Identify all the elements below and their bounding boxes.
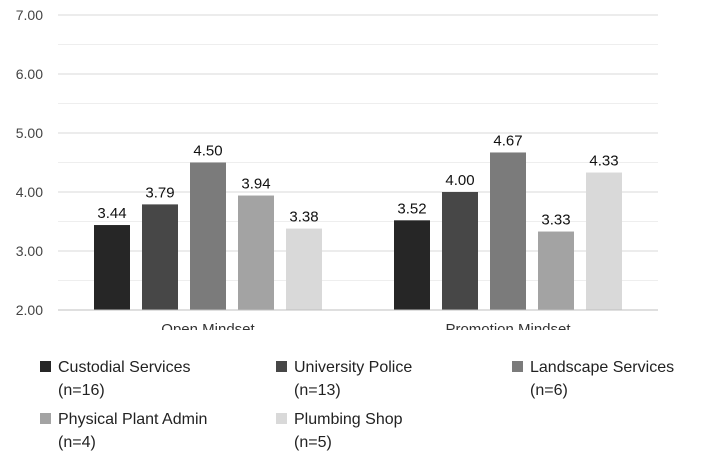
bar-landscape-services-promotion-mindset: [490, 152, 526, 310]
bar-university-police-promotion-mindset: [442, 192, 478, 310]
y-tick-label: 6.00: [16, 66, 43, 82]
bar-custodial-services-promotion-mindset: [394, 220, 430, 310]
legend-count-custodial-services: (n=16): [58, 382, 105, 399]
legend-label-physical-plant-admin: Physical Plant Admin: [58, 411, 208, 428]
y-tick-label: 7.00: [16, 7, 43, 23]
legend-label-landscape-services: Landscape Services: [530, 359, 675, 376]
bar-university-police-open-mindset: [142, 204, 178, 310]
x-category-label-promotion-mindset: Promotion Mindset: [445, 321, 571, 330]
legend-swatch-plumbing-shop: [276, 413, 287, 424]
data-labels: 3.44 3.79 4.50 3.94 3.38 3.52 4.00 4.67 3.33 4.33: [97, 132, 618, 228]
bar-physical-plant-admin-promotion-mindset: [538, 231, 574, 310]
bar-plumbing-shop-open-mindset: [286, 228, 322, 310]
legend-item-physical-plant-admin: Physical Plant Admin (n=4): [40, 408, 207, 454]
y-tick-label: 5.00: [16, 125, 43, 141]
bar-physical-plant-admin-open-mindset: [238, 195, 274, 310]
data-label-plumbing-shop-promotion-mindset: 4.33: [589, 153, 618, 170]
y-tick-label: 3.00: [16, 243, 43, 259]
legend-item-plumbing-shop: Plumbing Shop (n=5): [276, 408, 403, 454]
legend: Custodial Services (n=16) University Pol…: [40, 356, 704, 455]
legend-count-plumbing-shop: (n=5): [294, 434, 332, 451]
legend-swatch-physical-plant-admin: [40, 413, 51, 424]
data-label-landscape-services-open-mindset: 4.50: [193, 143, 222, 160]
bar-custodial-services-open-mindset: [94, 225, 130, 310]
bars: [94, 152, 622, 310]
data-label-university-police-promotion-mindset: 4.00: [445, 172, 474, 189]
bar-plumbing-shop-promotion-mindset: [586, 172, 622, 310]
y-axis-tick-labels: 2.00 3.00 4.00 5.00 6.00 7.00: [16, 7, 43, 318]
bar-chart: 2.00 3.00 4.00 5.00 6.00 7.00 3.44 3.79 4.50 3.9…: [16, 7, 658, 330]
x-axis-category-labels: Open Mindset Promotion Mindset: [161, 321, 571, 330]
data-label-physical-plant-admin-open-mindset: 3.94: [241, 176, 270, 193]
legend-count-landscape-services: (n=6): [530, 382, 568, 399]
data-label-university-police-open-mindset: 3.79: [145, 184, 174, 201]
legend-item-custodial-services: Custodial Services (n=16): [40, 356, 191, 402]
legend-swatch-university-police: [276, 361, 287, 372]
data-label-custodial-services-open-mindset: 3.44: [97, 205, 126, 222]
data-label-landscape-services-promotion-mindset: 4.67: [493, 132, 522, 149]
x-category-label-open-mindset: Open Mindset: [161, 321, 255, 330]
legend-swatch-custodial-services: [40, 361, 51, 372]
legend-item-university-police: University Police (n=13): [276, 356, 412, 402]
legend-item-landscape-services: Landscape Services (n=6): [512, 356, 674, 402]
legend-label-custodial-services: Custodial Services: [58, 359, 191, 376]
legend-count-university-police: (n=13): [294, 382, 341, 399]
legend-label-university-police: University Police: [294, 359, 413, 376]
bar-landscape-services-open-mindset: [190, 162, 226, 310]
legend-count-physical-plant-admin: (n=4): [58, 434, 96, 451]
y-tick-label: 4.00: [16, 184, 43, 200]
y-tick-label: 2.00: [16, 302, 43, 318]
legend-swatch-landscape-services: [512, 361, 523, 372]
data-label-plumbing-shop-open-mindset: 3.38: [289, 209, 318, 226]
legend-label-plumbing-shop: Plumbing Shop: [294, 411, 403, 428]
data-label-custodial-services-promotion-mindset: 3.52: [397, 200, 426, 217]
data-label-physical-plant-admin-promotion-mindset: 3.33: [541, 212, 570, 229]
